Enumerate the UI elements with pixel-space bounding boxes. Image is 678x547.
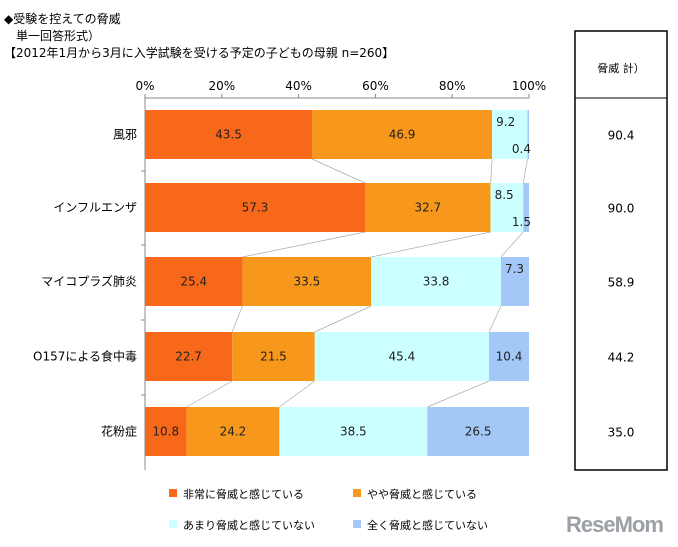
legend-label: 非常に脅威と感じている [183, 487, 304, 501]
connector-line [488, 305, 502, 333]
data-label: 26.5 [465, 425, 492, 439]
data-label: 24.2 [220, 425, 247, 439]
bar-segment [186, 407, 280, 456]
category-label: 花粉症 [101, 424, 137, 439]
side-table-border [574, 30, 668, 471]
legend-swatch [169, 520, 177, 528]
data-label: 9.2 [496, 115, 515, 129]
data-label: 10.8 [152, 425, 179, 439]
data-label: 43.5 [215, 128, 242, 142]
legend-label: やや脅威と感じている [367, 487, 477, 501]
connector-line [427, 380, 490, 408]
sample-note: 【2012年1月から3月に入学試験を受ける予定の子どもの母親 n=260】 [4, 46, 395, 60]
x-tick-label: 80% [439, 79, 466, 93]
bar-segment [314, 332, 490, 381]
x-tick-label: 60% [362, 79, 389, 93]
bar-segment [371, 257, 501, 306]
x-tick-label: 0% [135, 79, 154, 93]
connector-line [231, 305, 243, 333]
connector-line [371, 231, 491, 258]
bar-segment [145, 332, 233, 381]
connector-line [242, 231, 366, 258]
x-tick-label: 100% [512, 79, 546, 93]
data-label: 57.3 [242, 201, 269, 215]
data-label: 10.4 [496, 350, 523, 364]
bar-segment [489, 332, 529, 381]
legend-swatch [353, 520, 361, 528]
category-label: インフルエンザ [53, 201, 137, 215]
bar-segment [312, 110, 493, 159]
category-label: マイコプラズ肺炎 [41, 274, 137, 289]
bar-segment [527, 110, 529, 159]
resemom-logo: ReseMom [566, 512, 664, 537]
data-label: 0.4 [512, 142, 531, 156]
side-table-value: 90.0 [608, 202, 635, 216]
data-label: 46.9 [389, 128, 416, 142]
bar-segment [365, 183, 491, 232]
data-label: 1.5 [512, 215, 531, 229]
bar-segment [492, 110, 528, 159]
x-tick-label: 20% [208, 79, 235, 93]
connector-line [186, 380, 233, 408]
side-table-value: 35.0 [608, 426, 635, 440]
bar-segment [500, 257, 529, 306]
bar-segment [145, 257, 243, 306]
side-table-value: 44.2 [608, 351, 635, 365]
category-label: 風邪 [113, 128, 137, 142]
bar-segment [145, 407, 187, 456]
bar-segment [279, 407, 428, 456]
x-tick-label: 40% [285, 79, 312, 93]
data-label: 38.5 [340, 425, 367, 439]
legend-label: あまり脅威と感じていない [183, 518, 315, 532]
connector-line [314, 305, 372, 333]
side-table-value: 58.9 [608, 276, 635, 290]
chart-subtitle: 単一回答形式） [16, 29, 101, 43]
connector-line [500, 231, 524, 258]
connector-line [522, 158, 528, 184]
data-label: 25.4 [180, 275, 207, 289]
connector-line [279, 380, 315, 408]
data-label: 8.5 [495, 188, 514, 202]
side-table-value: 90.4 [608, 129, 635, 143]
legend-swatch [353, 489, 361, 497]
data-label: 33.5 [293, 275, 320, 289]
data-label: 22.7 [175, 350, 202, 364]
bar-segment [242, 257, 372, 306]
data-label: 33.8 [423, 275, 450, 289]
chart-title: ◆受験を控えての脅威 [4, 12, 121, 26]
side-table-header: 脅威 計） [597, 61, 645, 75]
data-label: 21.5 [260, 350, 287, 364]
connector-line [311, 158, 366, 184]
legend-label: 全く脅威と感じていない [367, 518, 488, 532]
legend-swatch [169, 489, 177, 497]
bar-segment [490, 183, 524, 232]
data-label: 32.7 [414, 201, 441, 215]
bar-segment [523, 183, 529, 232]
bar-segment [427, 407, 529, 456]
bar-segment [232, 332, 315, 381]
bar-segment [145, 183, 366, 232]
data-label: 45.4 [389, 350, 416, 364]
bar-segment [145, 110, 313, 159]
data-label: 7.3 [505, 262, 524, 276]
connector-line [490, 158, 493, 184]
category-label: O157による食中毒 [33, 349, 137, 364]
